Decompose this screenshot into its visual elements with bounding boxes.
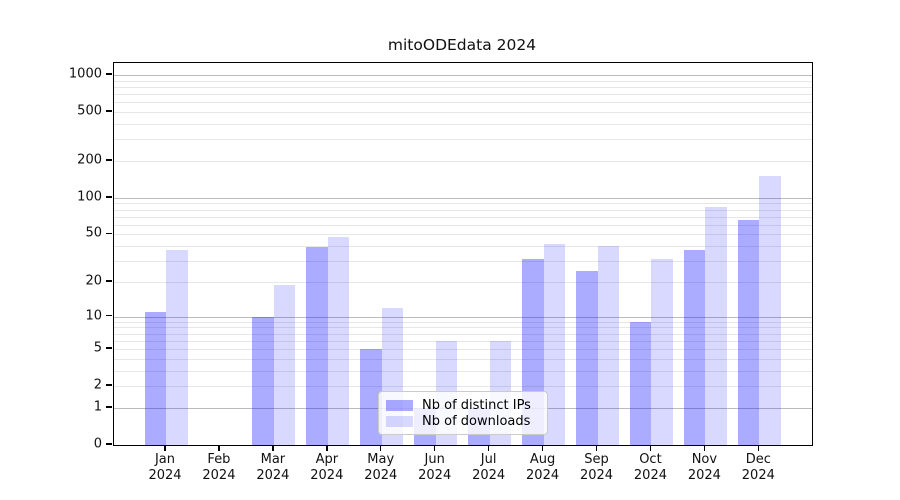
x-tick-mark: [757, 445, 760, 451]
gridline-minor: [114, 160, 812, 162]
gridline-minor: [114, 340, 812, 342]
bar-ips-oct: [629, 321, 652, 445]
y-tick-mark: [106, 384, 112, 386]
x-tick-label: Dec 2024: [741, 452, 775, 483]
y-tick-mark: [106, 73, 112, 75]
bar-ips-jan: [144, 311, 166, 445]
gridline-minor: [114, 321, 812, 323]
y-tick-mark: [106, 443, 112, 445]
gridline-minor: [114, 370, 812, 372]
x-tick-mark: [649, 445, 652, 451]
gridline-minor: [114, 358, 812, 360]
y-tick-label: 1: [93, 399, 102, 415]
y-tick-label: 500: [77, 103, 102, 119]
y-tick-mark: [106, 159, 112, 161]
bar-ips-mar: [252, 316, 274, 445]
x-tick-mark: [380, 445, 382, 451]
gridline-minor: [114, 123, 812, 125]
gridline-minor: [114, 80, 812, 82]
legend-item-ips: Nb of distinct IPs: [386, 397, 539, 414]
gridline-minor: [114, 246, 812, 248]
gridline-minor: [114, 281, 812, 283]
gridline-minor: [114, 94, 812, 96]
legend-label-downloads: Nb of downloads: [422, 414, 531, 430]
x-tick-label: Nov 2024: [687, 452, 721, 483]
bar-downloads-dec: [759, 176, 781, 445]
gridline-major: [114, 316, 812, 318]
legend-label-ips: Nb of distinct IPs: [422, 397, 531, 413]
gridline-minor: [114, 203, 812, 205]
y-tick-label: 5: [93, 340, 102, 356]
bar-ips-apr: [306, 247, 328, 445]
bar-ips-sep: [576, 270, 598, 445]
gridline-minor: [114, 86, 812, 88]
y-tick-mark: [106, 196, 112, 198]
gridline-minor: [114, 209, 812, 211]
x-tick-label: Feb 2024: [202, 452, 236, 483]
x-tick-mark: [434, 445, 436, 451]
legend-swatch-ips-icon: [386, 399, 413, 411]
gridline-minor: [114, 327, 812, 329]
x-tick-mark: [487, 445, 490, 451]
gridline-minor: [114, 102, 812, 104]
y-tick-label: 50: [85, 225, 102, 241]
legend-item-downloads: Nb of downloads: [386, 414, 539, 431]
gridline-minor: [114, 139, 812, 141]
x-tick-mark: [164, 445, 166, 451]
gridline-major: [114, 75, 812, 76]
bar-downloads-aug: [543, 243, 566, 445]
bar-downloads-jan: [166, 250, 188, 445]
bar-ips-nov: [683, 250, 706, 445]
x-tick-label: Jul 2024: [472, 452, 506, 483]
x-tick-mark: [326, 445, 328, 451]
x-tick-label: Sep 2024: [579, 452, 614, 483]
gridline-minor: [114, 333, 812, 335]
y-tick-label: 100: [77, 189, 102, 205]
bar-downloads-mar: [273, 284, 296, 445]
bar-downloads-nov: [705, 207, 727, 445]
y-tick-mark: [106, 280, 112, 282]
x-tick-mark: [541, 445, 544, 451]
bar-downloads-oct: [651, 259, 673, 445]
gridline-major: [114, 197, 812, 199]
gridline-minor: [114, 234, 812, 236]
x-tick-mark: [595, 445, 598, 451]
legend-swatch-downloads-icon: [386, 416, 413, 428]
bar-downloads-apr: [327, 236, 350, 445]
y-tick-label: 200: [77, 152, 102, 168]
y-tick-label: 0: [93, 436, 102, 452]
plot-area: [113, 62, 813, 446]
gridline-minor: [114, 112, 812, 114]
y-tick-label: 10: [85, 308, 102, 324]
x-tick-label: Jan 2024: [148, 452, 182, 483]
x-tick-mark: [703, 445, 706, 451]
y-tick-mark: [106, 314, 112, 317]
gridline-minor: [114, 349, 812, 351]
chart-title: mitoODEdata 2024: [387, 36, 537, 54]
x-tick-label: Apr 2024: [310, 452, 344, 483]
y-tick-mark: [106, 232, 112, 235]
gridline-minor: [114, 216, 812, 218]
bar-ips-dec: [737, 219, 760, 445]
y-tick-mark: [106, 110, 112, 112]
x-tick-label: Aug 2024: [526, 452, 560, 483]
x-tick-mark: [218, 445, 220, 451]
y-tick-mark: [106, 347, 112, 349]
y-tick-label: 20: [85, 273, 102, 289]
x-tick-label: Mar 2024: [256, 452, 290, 483]
x-tick-mark: [272, 445, 274, 451]
x-tick-label: Oct 2024: [633, 452, 667, 483]
bar-downloads-sep: [597, 246, 620, 445]
gridline-minor: [114, 224, 812, 226]
bar-ips-may: [360, 349, 382, 445]
x-tick-label: Jun 2024: [418, 452, 452, 483]
x-tick-label: May 2024: [364, 452, 398, 483]
legend: Nb of distinct IPs Nb of downloads: [378, 391, 548, 435]
gridline-minor: [114, 386, 812, 388]
y-tick-label: 2: [93, 377, 102, 393]
y-tick-label: 1000: [68, 66, 102, 82]
gridline-minor: [114, 261, 812, 263]
y-tick-mark: [106, 406, 112, 408]
